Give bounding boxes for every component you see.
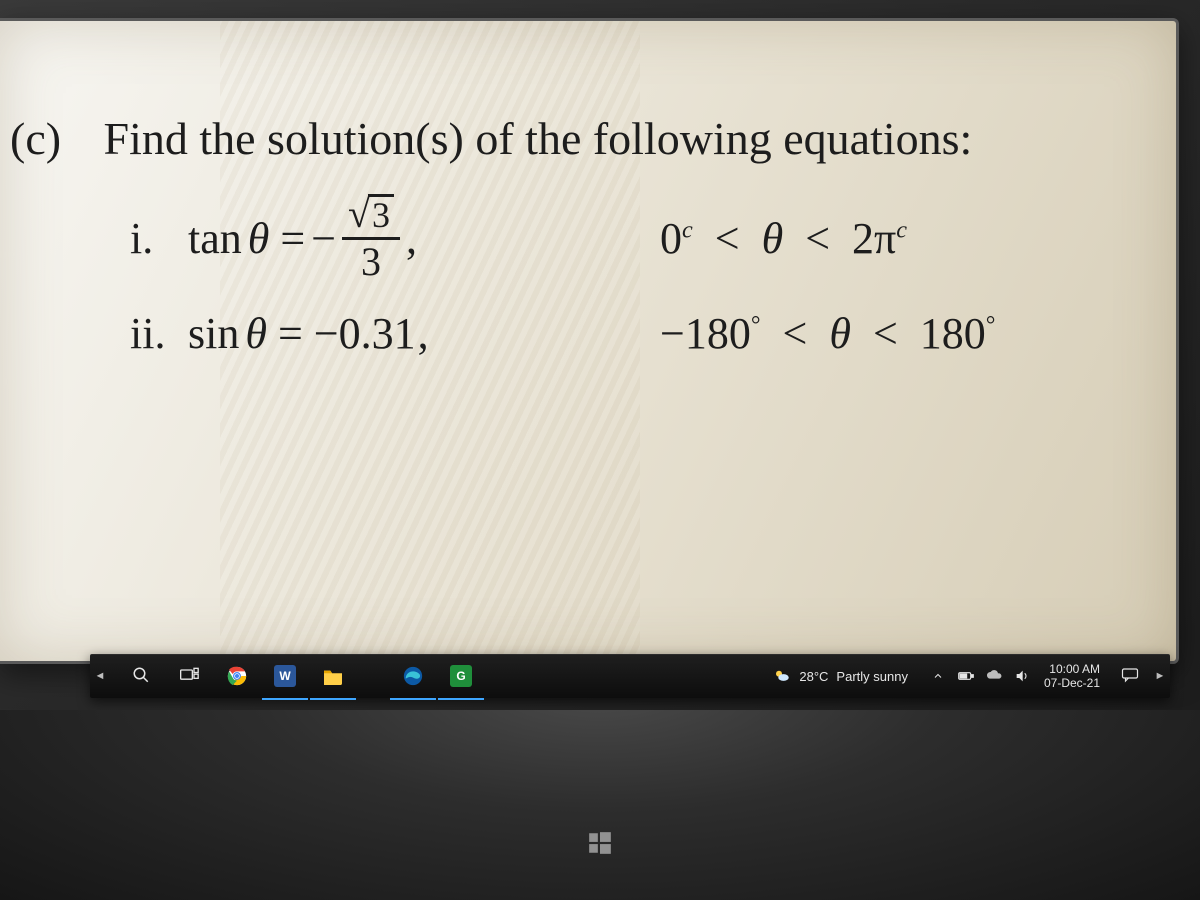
domain-lower-unit: ° (751, 311, 761, 338)
task-view-icon (179, 667, 199, 686)
file-explorer-button[interactable] (310, 654, 356, 698)
variable-theta: θ (248, 213, 270, 264)
clock-time: 10:00 AM (1044, 662, 1100, 676)
fraction-denominator: 3 (361, 240, 381, 282)
onedrive-icon[interactable] (986, 668, 1002, 684)
func-name: tan (188, 213, 242, 264)
equation-2-lhs: ii. sin θ = −0.31, (130, 308, 570, 359)
lt-2: < (805, 214, 830, 263)
variable-theta: θ (245, 308, 267, 359)
word-button[interactable]: W (262, 654, 308, 698)
weather-text: Partly sunny (836, 669, 908, 684)
document-content: (c) Find the solution(s) of the followin… (0, 21, 1176, 359)
domain-var: θ (829, 309, 851, 358)
domain-upper-unit: c (896, 216, 907, 243)
domain-lower: 0 (660, 214, 682, 263)
taskbar-gap (358, 654, 388, 698)
equation-1-domain: 0c < θ < 2πc (660, 213, 907, 264)
comma: , (418, 308, 429, 359)
folder-icon (322, 665, 344, 687)
battery-icon[interactable] (958, 668, 974, 684)
domain-var: θ (762, 214, 784, 263)
negative-sign: − (311, 213, 336, 264)
notification-icon (1121, 667, 1139, 686)
weather-icon (773, 667, 791, 685)
task-view-button[interactable] (166, 654, 212, 698)
edge-button[interactable] (390, 654, 436, 698)
windows-taskbar: ◄ (90, 654, 1170, 698)
taskbar-clock[interactable]: 10:00 AM 07-Dec-21 (1038, 662, 1110, 691)
roman-label: i. (130, 213, 188, 264)
word-icon: W (274, 665, 296, 687)
domain-upper-unit: ° (986, 311, 996, 338)
fraction: √ 3 3 (342, 194, 400, 282)
taskbar-scroll-left[interactable]: ◄ (90, 654, 110, 698)
system-tray (922, 668, 1038, 684)
question-prompt: (c) Find the solution(s) of the followin… (0, 111, 1146, 166)
chrome-icon (226, 665, 248, 687)
edge-icon (402, 665, 424, 687)
func-name: sin (188, 308, 239, 359)
domain-upper: 180 (920, 309, 986, 358)
radical-sign: √ (348, 194, 370, 234)
search-button[interactable] (118, 654, 164, 698)
taskbar-pinned-area: W G (110, 654, 484, 698)
photo-frame: (c) Find the solution(s) of the followin… (0, 0, 1200, 900)
chrome-button[interactable] (214, 654, 260, 698)
equation-list: i. tan θ = − √ 3 3 (0, 194, 1146, 359)
rhs-value: −0.31 (314, 308, 416, 359)
part-label: (c) (10, 111, 92, 166)
equation-item-2: ii. sin θ = −0.31, −180° < θ < 180° (130, 308, 1146, 359)
equation-2-domain: −180° < θ < 180° (660, 308, 995, 359)
volume-icon[interactable] (1014, 668, 1030, 684)
domain-lower-unit: c (682, 216, 693, 243)
laptop-screen: (c) Find the solution(s) of the followin… (0, 18, 1179, 664)
tray-chevron-up-icon[interactable] (930, 668, 946, 684)
search-icon (132, 666, 150, 687)
windows-key-icon (587, 830, 613, 856)
weather-widget[interactable]: 28°C Partly sunny (759, 654, 922, 698)
equals-sign: = (278, 308, 303, 359)
square-root: √ 3 (348, 194, 394, 235)
weather-temp: 28°C (799, 669, 828, 684)
roman-label: ii. (130, 308, 188, 359)
domain-lower: −180 (660, 309, 751, 358)
fraction-numerator: √ 3 (342, 194, 400, 240)
equals-sign: = (280, 213, 305, 264)
taskbar-scroll-right[interactable]: ► (1150, 654, 1170, 698)
app-g-icon: G (450, 665, 472, 687)
app-g-button[interactable]: G (438, 654, 484, 698)
laptop-base (0, 710, 1200, 900)
equation-item-1: i. tan θ = − √ 3 3 (130, 194, 1146, 282)
domain-upper: 2π (852, 214, 896, 263)
comma: , (406, 213, 417, 264)
lt-1: < (715, 214, 740, 263)
prompt-text: Find the solution(s) of the following eq… (104, 113, 973, 164)
equation-1-lhs: i. tan θ = − √ 3 3 (130, 194, 570, 282)
clock-date: 07-Dec-21 (1044, 676, 1100, 690)
lt-1: < (783, 309, 808, 358)
lt-2: < (873, 309, 898, 358)
action-center-button[interactable] (1110, 654, 1150, 698)
radicand: 3 (368, 194, 394, 235)
